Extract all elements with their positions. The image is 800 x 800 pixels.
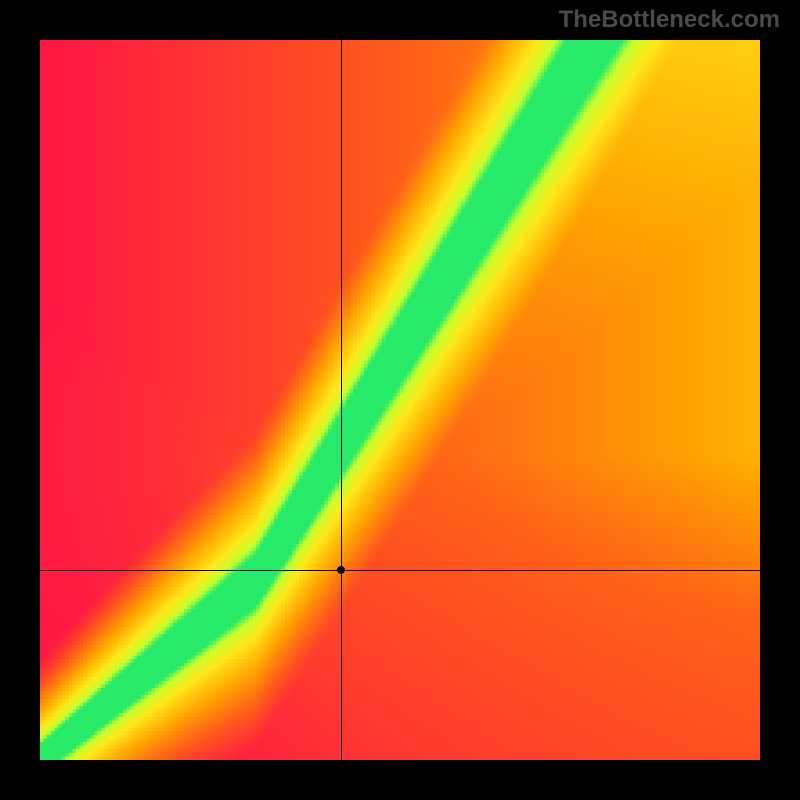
crosshair-marker xyxy=(337,566,345,574)
crosshair-vertical xyxy=(341,40,342,760)
plot-area xyxy=(40,40,760,760)
watermark-text: TheBottleneck.com xyxy=(559,6,780,34)
crosshair-horizontal xyxy=(40,570,760,571)
heatmap-canvas xyxy=(40,40,760,760)
